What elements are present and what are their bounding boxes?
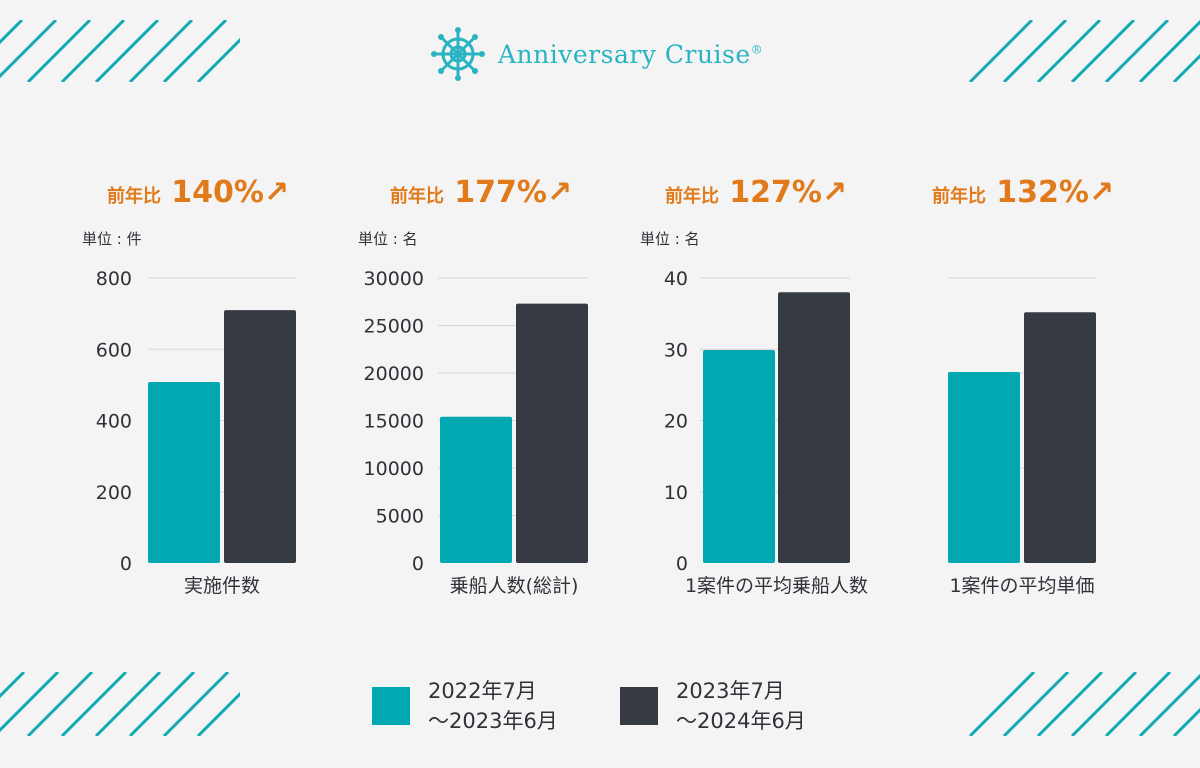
growth-value: 132%↗	[996, 175, 1114, 210]
growth-label: 前年比 140%↗	[107, 175, 289, 210]
unit-label: 単位 : 名	[358, 230, 418, 248]
growth-value: 177%↗	[454, 175, 572, 210]
stripe-line	[128, 672, 196, 736]
bar-2022-2023	[703, 349, 775, 563]
bar-2023-2024	[1024, 312, 1096, 563]
y-tick-label: 30	[664, 339, 688, 361]
legend-swatch-1	[372, 687, 410, 725]
bar-2022-2023	[148, 382, 220, 563]
stripe-line	[196, 37, 240, 82]
category-label: 実施件数	[184, 575, 260, 597]
chart-4: 前年比 132%↗ 1案件の平均単価	[932, 175, 1114, 597]
y-tick-label: 40	[664, 268, 688, 290]
stripe-line	[1070, 672, 1138, 736]
ship-wheel-icon	[431, 27, 485, 81]
legend-item-2: 2023年7月 ～2024年6月	[620, 676, 806, 736]
growth-label: 前年比 132%↗	[932, 175, 1114, 210]
stripe-line	[26, 672, 94, 736]
stripe-line	[94, 672, 162, 736]
stripe-line	[196, 691, 240, 736]
stripe-line	[968, 672, 1036, 736]
category-label: 1案件の平均単価	[949, 575, 1094, 597]
stripe-decoration-top-left	[0, 20, 240, 82]
growth-label: 前年比 177%↗	[390, 175, 572, 210]
y-tick-label: 600	[96, 339, 132, 361]
bar-2023-2024	[778, 292, 850, 563]
stripe-line	[1002, 20, 1068, 82]
stripe-line	[128, 20, 194, 82]
stripe-line	[1172, 707, 1200, 736]
unit-label: 単位 : 名	[640, 230, 700, 248]
stripe-decoration-top-right	[968, 20, 1200, 82]
registered-mark: ®	[750, 42, 764, 57]
y-tick-label: 15000	[364, 411, 424, 433]
bar-2023-2024	[516, 303, 588, 563]
stripe-decoration-bottom-right	[968, 672, 1200, 736]
chart-2: 前年比 177%↗ 単位 : 名 0 5000 10000 15000 20000 25000…	[358, 175, 588, 597]
y-tick-label: 5000	[376, 506, 424, 528]
unit-label: 単位 : 件	[82, 230, 142, 248]
stripe-line	[1138, 20, 1200, 82]
y-tick-label: 200	[96, 482, 132, 504]
y-tick-label: 10000	[364, 458, 424, 480]
stripe-line	[0, 20, 58, 79]
legend-item-1: 2022年7月 ～2023年6月	[372, 676, 558, 736]
growth-value: 127%↗	[729, 175, 847, 210]
y-tick-label: 400	[96, 411, 132, 433]
y-tick-label: 0	[120, 553, 132, 575]
growth-prefix: 前年比	[107, 185, 167, 207]
stripe-line	[1104, 672, 1172, 736]
stripe-line	[1002, 672, 1070, 736]
growth-value: 140%↗	[171, 175, 289, 210]
category-label: 1案件の平均乗船人数	[685, 575, 868, 597]
stripe-line	[968, 20, 1034, 82]
legend-label-1: 2022年7月 ～2023年6月	[428, 679, 558, 733]
legend-label-2: 2023年7月 ～2024年6月	[676, 679, 806, 733]
stripe-line	[1104, 20, 1170, 82]
bar-2022-2023	[440, 416, 512, 563]
y-tick-label: 800	[96, 268, 132, 290]
stripe-line	[60, 672, 128, 736]
stripe-line	[1036, 672, 1104, 736]
brand-name: Anniversary Cruise®	[498, 39, 764, 69]
growth-prefix: 前年比	[932, 185, 992, 207]
chart-1: 前年比 140%↗ 単位 : 件 0 200 400 600 800 実施件数	[82, 175, 296, 597]
growth-prefix: 前年比	[390, 185, 450, 207]
y-tick-label: 0	[676, 553, 688, 575]
stripe-line	[1172, 53, 1200, 82]
growth-prefix: 前年比	[665, 185, 725, 207]
bar-2023-2024	[224, 310, 296, 563]
brand-logo: Anniversary Cruise®	[430, 26, 763, 82]
category-label: 乗船人数(総計)	[450, 575, 579, 597]
y-tick-label: 30000	[364, 268, 424, 290]
y-tick-label: 25000	[364, 316, 424, 338]
y-tick-label: 10	[664, 482, 688, 504]
stripe-line	[0, 672, 26, 699]
chart-3: 前年比 127%↗ 単位 : 名 0 10 20 30 40 1案件の平均乗船人数	[640, 175, 868, 597]
y-tick-label: 20000	[364, 363, 424, 385]
growth-label: 前年比 127%↗	[665, 175, 847, 210]
stripe-line	[0, 20, 24, 45]
y-tick-label: 20	[664, 411, 688, 433]
stripe-line	[60, 20, 126, 82]
y-tick-label: 0	[412, 553, 424, 575]
stripe-line	[162, 20, 228, 82]
stripe-line	[94, 20, 160, 82]
stripe-line	[1036, 20, 1102, 82]
stripe-line	[1138, 673, 1200, 736]
stripe-line	[162, 672, 230, 736]
stripe-decoration-bottom-left	[0, 672, 240, 736]
stripe-line	[1070, 20, 1136, 82]
stripe-line	[26, 20, 92, 82]
bar-2022-2023	[948, 372, 1020, 563]
stripe-line	[0, 672, 60, 733]
legend-swatch-2	[620, 687, 658, 725]
